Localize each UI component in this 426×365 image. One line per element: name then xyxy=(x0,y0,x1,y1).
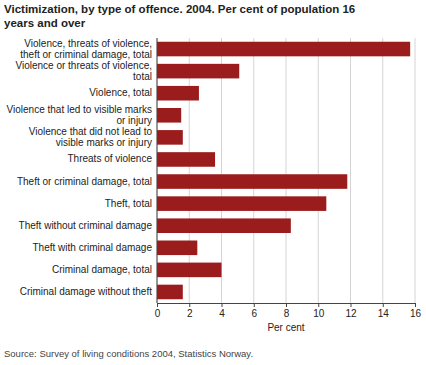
text-line: Theft without criminal damage xyxy=(19,219,153,230)
tick-mark xyxy=(415,303,416,307)
text-line: Violence that led to visible marks xyxy=(7,103,152,114)
tick-label: Theft, total xyxy=(105,197,152,208)
bar xyxy=(157,241,197,256)
bar xyxy=(157,152,215,167)
tick-label: 4 xyxy=(219,308,225,319)
tick: 8 xyxy=(284,303,290,319)
text-line: Victimization, by type of offence. 2004.… xyxy=(4,3,355,15)
tick: 4 xyxy=(219,303,225,319)
grid-line xyxy=(157,38,158,303)
bar xyxy=(157,130,183,145)
tick-label: 16 xyxy=(410,308,422,319)
grid-line xyxy=(350,38,351,303)
grid-line xyxy=(286,38,287,303)
bar xyxy=(157,196,326,211)
text-line: or injury xyxy=(116,114,152,125)
tick-label: 14 xyxy=(378,308,390,319)
text-line: total xyxy=(133,70,152,81)
tick-mark xyxy=(189,303,190,307)
grid-line xyxy=(382,38,383,303)
tick: 6 xyxy=(251,303,257,319)
bar xyxy=(157,42,410,57)
tick-label: 12 xyxy=(345,308,357,319)
tick-label: Criminal damage, total xyxy=(52,264,152,275)
tick-label: Violence or threats of violence,total xyxy=(15,59,152,81)
tick-mark xyxy=(318,303,319,307)
tick: 2 xyxy=(187,303,193,319)
bar xyxy=(157,263,222,278)
bars xyxy=(157,42,410,299)
text-line: Violence or threats of violence, xyxy=(15,59,152,70)
x-axis-title: Per cent xyxy=(267,322,304,333)
x-axis: 0 2 4 6 8 10 12 14 16 xyxy=(155,303,422,319)
bar xyxy=(157,174,347,189)
text-line: Criminal damage without theft xyxy=(20,286,153,297)
bar xyxy=(157,86,199,101)
axis-line xyxy=(157,38,158,303)
tick-mark xyxy=(383,303,384,307)
text-line: theft or criminal damage, total xyxy=(20,48,152,59)
tick-label: Theft or criminal damage, total xyxy=(17,175,152,186)
axis-line xyxy=(158,304,416,308)
tick-label: Theft without criminal damage xyxy=(19,219,153,230)
tick-label: 10 xyxy=(313,308,325,319)
tick-mark xyxy=(157,303,158,307)
tick-label: Violence, threats of violence,theft or c… xyxy=(20,37,152,59)
bar xyxy=(157,108,181,123)
tick-label: 8 xyxy=(284,308,290,319)
grid-line xyxy=(318,38,319,303)
title: Victimization, by type of offence. 2004.… xyxy=(4,3,355,29)
text-line: Theft with criminal damage xyxy=(33,241,153,252)
tick-label: Violence that did not lead tovisible mar… xyxy=(29,126,153,148)
grid-line xyxy=(253,38,254,303)
text-line: Threats of violence xyxy=(68,153,153,164)
chart: Victimization, by type of offence. 2004.… xyxy=(0,0,426,365)
tick-label: Violence, total xyxy=(89,87,152,98)
source: Source: Survey of living conditions 2004… xyxy=(4,348,253,359)
text-line: Theft, total xyxy=(105,197,152,208)
tick-label: Threats of violence xyxy=(68,153,153,164)
text-line: Violence, threats of violence, xyxy=(24,37,152,48)
tick: 10 xyxy=(313,303,325,319)
bar xyxy=(157,285,183,300)
text-line: Theft or criminal damage, total xyxy=(17,175,152,186)
tick: 16 xyxy=(410,303,422,319)
grid xyxy=(157,38,415,303)
tick: 0 xyxy=(155,303,161,319)
tick-mark xyxy=(351,303,352,307)
text-line: Violence, total xyxy=(89,87,152,98)
text-line: years and over xyxy=(4,17,86,29)
text-line: Violence that did not lead to xyxy=(29,126,153,137)
tick-mark xyxy=(254,303,255,307)
y-axis: Violence, threats of violence,theft or c… xyxy=(7,37,153,296)
grid-line xyxy=(415,38,416,303)
tick-label: Theft with criminal damage xyxy=(33,241,153,252)
tick-label: 0 xyxy=(155,308,161,319)
tick-mark xyxy=(286,303,287,307)
bar xyxy=(157,218,291,233)
tick: 14 xyxy=(378,303,390,319)
tick-label: Criminal damage without theft xyxy=(20,286,153,297)
tick-mark xyxy=(222,303,223,307)
text-line: Criminal damage, total xyxy=(52,264,152,275)
text-line: visible marks or injury xyxy=(56,137,152,148)
tick-label: Violence that led to visible marksor inj… xyxy=(7,103,152,125)
tick-label: 6 xyxy=(251,308,257,319)
tick: 12 xyxy=(345,303,357,319)
tick-label: 2 xyxy=(187,308,193,319)
plot: 0 2 4 6 8 10 12 14 16 Violence, threats of violen… xyxy=(7,37,422,333)
bar xyxy=(157,64,239,79)
